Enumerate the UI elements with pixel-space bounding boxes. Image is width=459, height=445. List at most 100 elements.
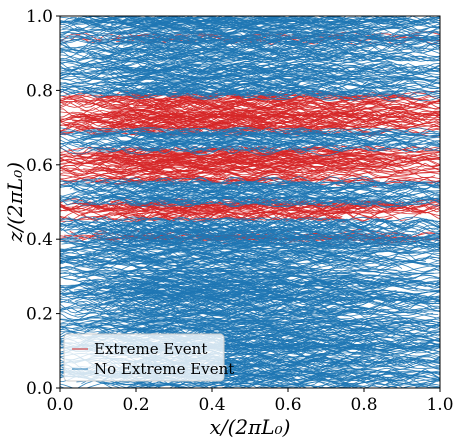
streamline-no-extreme [89,60,335,67]
streamline-no-extreme [60,318,381,327]
streamline-no-extreme [73,272,364,279]
streamline-extreme [141,209,385,223]
streamline-no-extreme [60,16,279,25]
streamline-extreme [71,199,440,210]
streamline-no-extreme [139,325,378,335]
streamline-no-extreme [60,50,387,62]
streamline-no-extreme [60,130,440,139]
streamline-no-extreme [60,72,359,85]
x-tick-label: 0.0 [46,395,73,415]
y-tick-label: 0.6 [26,156,53,176]
streamline-no-extreme [60,82,279,91]
streamline-no-extreme [60,284,300,296]
streamline-no-extreme [138,195,440,206]
streamline-no-extreme [149,300,440,313]
streamline-no-extreme [60,132,254,141]
streamline-no-extreme [60,311,313,323]
streamline-no-extreme [74,298,440,308]
streamline-no-extreme [60,60,393,67]
streamline-no-extreme [86,40,364,51]
streamline-no-extreme [60,67,334,76]
streamline-no-extreme [119,127,440,137]
streamline-no-extreme [86,48,440,58]
x-tick-label: 0.8 [350,395,377,415]
streamline-extreme [110,118,426,129]
streamline-no-extreme [69,182,376,194]
streamline-no-extreme [106,74,433,83]
streamline-extreme [120,210,440,220]
streamline-no-extreme [128,86,440,96]
streamline-extreme [60,111,440,119]
streamline-no-extreme [103,302,340,315]
streamline-no-extreme [154,136,440,146]
streamline-no-extreme [96,65,440,74]
streamline-no-extreme [78,242,440,248]
axis-ticks: 0.0 0.2 0.4 0.6 0.8 1.0 0.0 0.2 0.4 0.6 0.8 1.0 [26,7,454,415]
streamline-no-extreme [114,282,403,291]
streamline-no-extreme [60,234,411,245]
streamline-no-extreme [92,216,440,230]
y-tick-label: 1.0 [26,7,53,27]
streamline-no-extreme [60,141,291,152]
legend-label-extreme: Extreme Event [94,340,207,358]
streamline-no-extreme [60,144,370,157]
streamline-no-extreme [85,246,440,257]
streamline-extreme [60,153,408,159]
streamline-no-extreme [103,231,340,238]
streamline-no-extreme [131,196,440,207]
streamline-extreme [60,200,363,214]
streamline-no-extreme [60,81,440,93]
streamline-extreme [79,110,440,121]
streamline-no-extreme [132,237,440,244]
streamline-no-extreme [85,325,440,331]
streamline-no-extreme [136,236,440,242]
x-tick-label: 0.6 [274,395,301,415]
streamline-no-extreme [77,228,352,234]
streamline-no-extreme [114,253,398,263]
streamline-no-extreme [72,19,440,30]
streamline-no-extreme [117,181,440,192]
streamline-extreme [99,98,301,110]
streamline-no-extreme [60,303,265,315]
streamline-no-extreme [71,190,440,200]
y-axis-label: z/(2πL₀) [3,162,27,243]
streamline-no-extreme [81,142,440,153]
streamline-extreme [149,126,373,136]
streamline-no-extreme [111,180,440,190]
streamline-extreme [101,104,403,113]
streamline-no-extreme [134,294,440,301]
streamline-no-extreme [60,239,250,246]
streamline-extreme [111,153,389,160]
streamline-no-extreme [97,216,440,224]
streamline-no-extreme [60,46,265,52]
streamline-no-extreme [138,303,423,312]
streamline-extreme [76,152,383,159]
streamline-no-extreme [138,69,440,77]
streamline-no-extreme [130,290,440,297]
legend-label-no-extreme: No Extreme Event [94,360,234,378]
x-tick-label: 0.2 [122,395,149,415]
streamline-no-extreme [61,86,303,92]
streamline-no-extreme [92,231,440,244]
streamline-no-extreme [60,55,427,64]
streamline-no-extreme [134,196,373,208]
streamline-extreme [74,148,411,155]
streamline-no-extreme [94,146,440,152]
streamline-no-extreme [60,260,277,267]
streamline-extreme [60,204,395,214]
streamline-no-extreme [60,61,376,73]
streamline-no-extreme [60,249,440,256]
streamline-no-extreme [60,29,440,41]
streamline-no-extreme [74,322,407,333]
streamline-no-extreme [60,71,440,78]
streamline-no-extreme [133,132,440,142]
streamline-no-extreme [152,81,440,89]
streamline-no-extreme [65,176,292,188]
streamline-no-extreme [60,195,402,209]
streamline-extreme [98,209,394,215]
streamline-no-extreme [106,51,393,63]
streamline-extreme [140,126,440,138]
streamline-no-extreme [81,128,440,138]
streamline-no-extreme [140,74,335,81]
